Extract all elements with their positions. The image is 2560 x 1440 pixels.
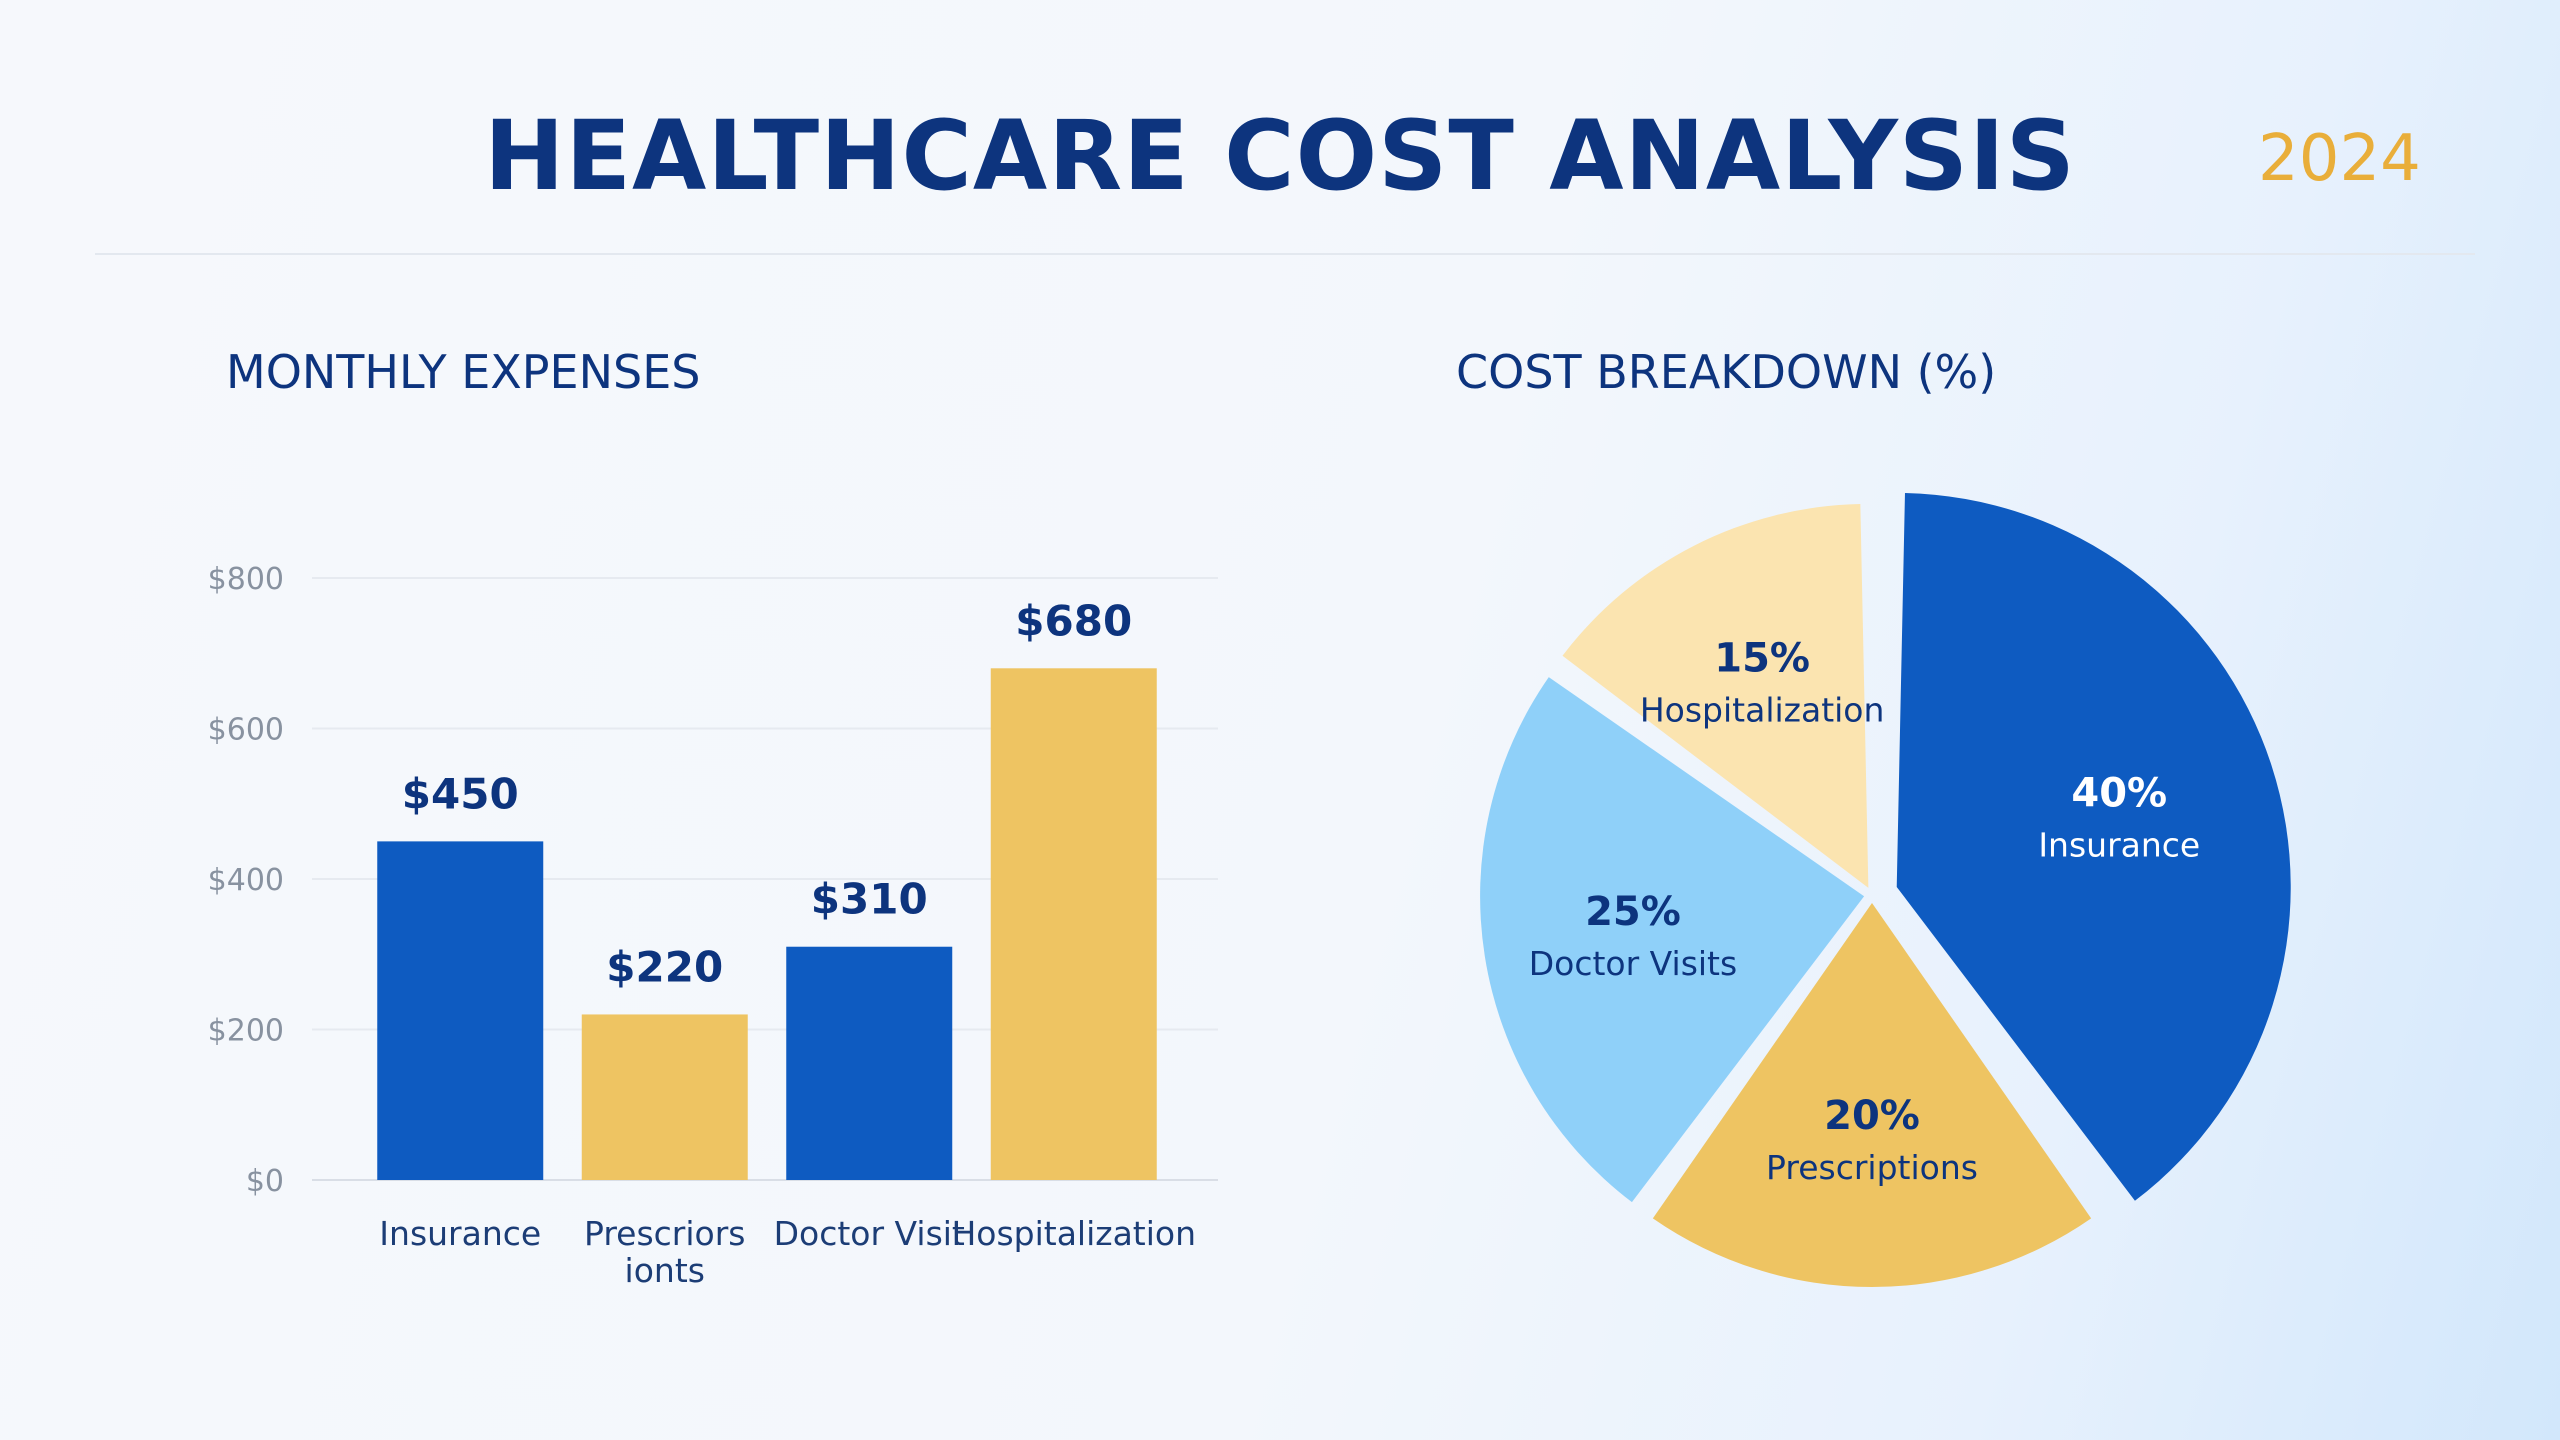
pie-slice-label: Doctor Visits	[1529, 944, 1737, 983]
y-tick-label: $400	[208, 863, 284, 898]
pie-slice-prescriptions	[1652, 903, 2092, 1287]
x-tick-label: Hospitalization	[951, 1214, 1196, 1253]
year-badge: 2024	[2258, 122, 2421, 196]
pie-chart-title: COST BREAKDOWN (%)	[1456, 345, 1997, 399]
bar-insurance	[377, 841, 544, 1180]
pie-slice-hospitalization	[1562, 503, 1869, 888]
pie-percent-label: 40%	[2071, 771, 2167, 817]
bar-doctor-visit	[786, 946, 953, 1180]
pie-percent-label: 25%	[1585, 889, 1681, 935]
bar-value-label: $450	[402, 769, 519, 818]
y-tick-label: $800	[208, 562, 284, 597]
bar-value-label: $680	[1015, 596, 1132, 645]
bar-value-label: $220	[606, 942, 723, 991]
y-tick-label: $200	[208, 1014, 284, 1049]
pie-percent-label: 15%	[1714, 635, 1810, 681]
pie-slice-doctor-visits	[1480, 677, 1865, 1203]
pie-percent-label: 20%	[1824, 1093, 1920, 1139]
header-divider	[95, 253, 2475, 255]
pie-slice-insurance	[1896, 493, 2291, 1201]
pie-slice-label: Prescriptions	[1766, 1148, 1978, 1187]
bar-chart: $0 $200 $400 $600 $800 $450 Insurance $220 Presc…	[208, 562, 1218, 1290]
y-tick-label: $600	[208, 713, 284, 748]
x-tick-label: ionts	[625, 1251, 705, 1290]
pie-slice-label: Hospitalization	[1640, 690, 1885, 729]
bar-hospitalization	[990, 668, 1157, 1180]
x-tick-label: Doctor Visit	[774, 1214, 965, 1253]
pie-slice-label: Insurance	[2038, 826, 2200, 865]
x-tick-label: Insurance	[379, 1214, 541, 1253]
bar-chart-title: MONTHLY EXPENSES	[226, 345, 701, 399]
x-tick-label: Prescriors	[584, 1214, 746, 1253]
pie-chart: 40% Insurance 20% Prescriptions 25% Doctor Vi…	[1480, 493, 2291, 1287]
bar-prescriptions	[581, 1014, 748, 1180]
y-tick-label: $0	[246, 1164, 284, 1199]
bar-value-label: $310	[811, 875, 928, 924]
page-title: HEALTHCARE COST ANALYSIS	[484, 100, 2076, 212]
header: HEALTHCARE COST ANALYSIS 2024	[0, 0, 2560, 255]
